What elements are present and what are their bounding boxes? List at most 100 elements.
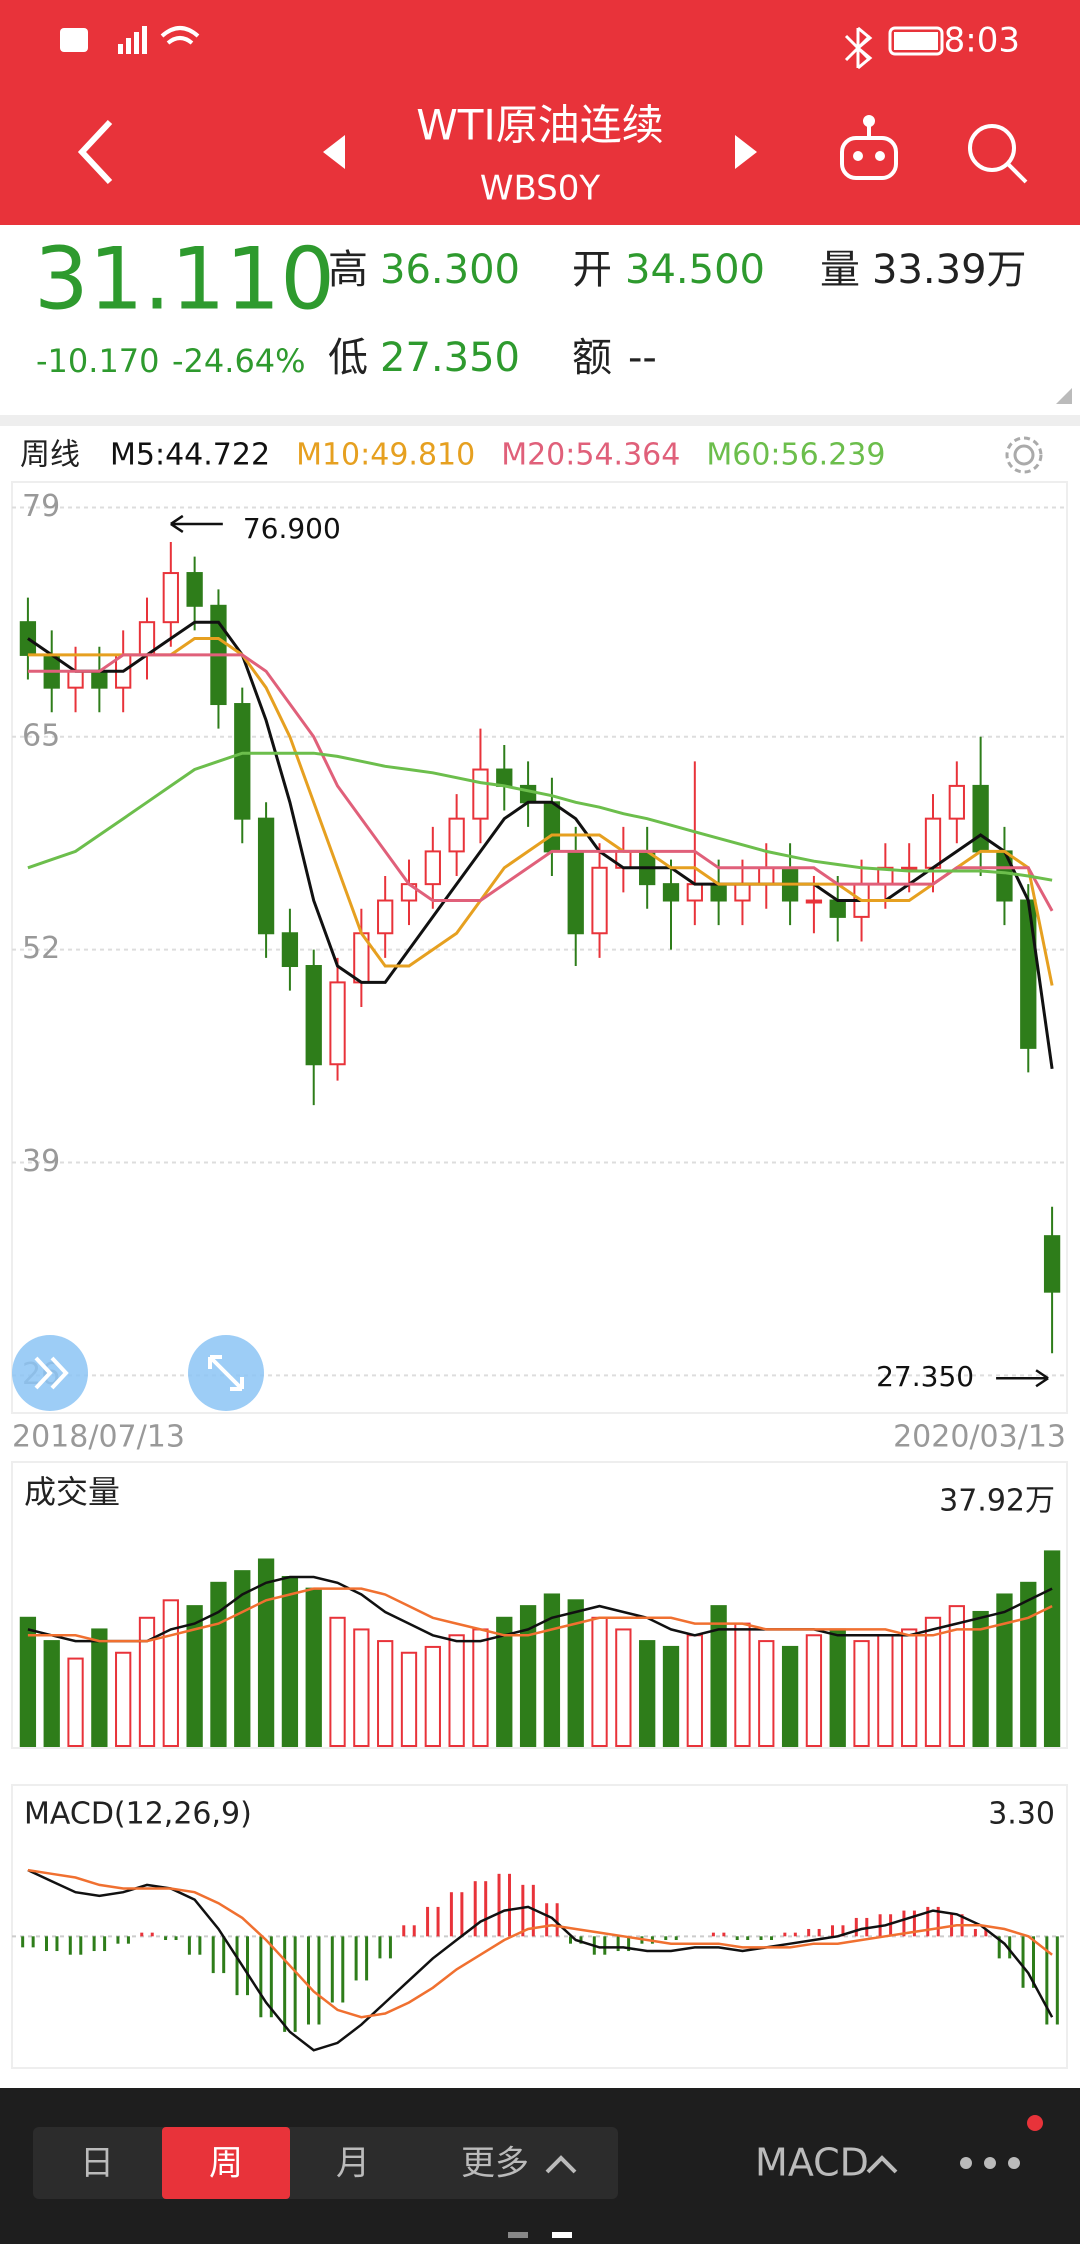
volume-bar bbox=[67, 1657, 84, 1747]
volume-ma-line bbox=[27, 1575, 1053, 1643]
candle-body bbox=[805, 899, 823, 904]
volume-bar bbox=[496, 1616, 513, 1748]
volume-bar bbox=[805, 1634, 823, 1747]
low-label: 低 bbox=[328, 335, 368, 381]
volume-bar bbox=[91, 1628, 108, 1748]
volume-bar bbox=[972, 1610, 989, 1747]
back-button[interactable] bbox=[77, 119, 113, 185]
start-date: 2018/07/13 bbox=[12, 1420, 185, 1455]
robot-button[interactable] bbox=[840, 115, 898, 180]
ma-line bbox=[27, 637, 1054, 986]
candle-body bbox=[543, 801, 561, 853]
volume-value: 33.39万 bbox=[872, 247, 1027, 293]
volume-bar bbox=[591, 1616, 608, 1748]
volume-bar bbox=[853, 1640, 870, 1748]
candle-body bbox=[305, 965, 322, 1066]
page-indicator-active bbox=[552, 2232, 572, 2238]
volume-bar bbox=[662, 1645, 680, 1747]
volume-bar bbox=[448, 1634, 465, 1747]
volume-bar bbox=[710, 1605, 727, 1747]
instrument-code: WBS0Y bbox=[480, 169, 601, 209]
price-panel bbox=[11, 481, 1068, 1414]
signal-icon bbox=[118, 26, 147, 54]
battery-level bbox=[894, 32, 938, 50]
volume-panel bbox=[11, 1461, 1068, 1749]
price-change-pct: -24.64% bbox=[172, 342, 306, 380]
candle-body bbox=[972, 784, 989, 853]
tab-day[interactable]: 日 bbox=[80, 2144, 114, 2184]
candle-body bbox=[281, 932, 299, 968]
status-time: 8:03 bbox=[944, 21, 1020, 61]
candle-body bbox=[448, 817, 465, 853]
y-tick-label: 79 bbox=[22, 489, 60, 524]
volume-title: 成交量 bbox=[24, 1473, 120, 1511]
ma-line bbox=[27, 751, 1053, 882]
candle-body bbox=[67, 670, 84, 689]
macd-panel bbox=[11, 1784, 1068, 2069]
volume-bar bbox=[329, 1616, 346, 1748]
volume-bar bbox=[829, 1628, 846, 1748]
annotation: 76.900 bbox=[243, 512, 341, 545]
volume-bar bbox=[519, 1605, 537, 1747]
volume-ma-line bbox=[27, 1587, 1053, 1643]
expand-corner[interactable] bbox=[1056, 388, 1072, 404]
volume-bar bbox=[1020, 1581, 1037, 1747]
amount-label: 额 bbox=[572, 335, 612, 381]
amount-value: -- bbox=[628, 335, 657, 381]
separator bbox=[0, 415, 1080, 426]
candle-body bbox=[1043, 1235, 1061, 1293]
candle-body bbox=[329, 981, 346, 1066]
battery-icon bbox=[888, 26, 944, 56]
macd-max: 3.30 bbox=[988, 1797, 1055, 1832]
tab-month[interactable]: 月 bbox=[336, 2144, 370, 2184]
legend-entry: M60:56.239 bbox=[706, 438, 885, 473]
tab-week[interactable]: 周 bbox=[209, 2144, 243, 2184]
macd-chart bbox=[12, 1868, 1067, 2052]
candle-body bbox=[567, 850, 584, 935]
y-tick-label: 52 bbox=[22, 931, 60, 966]
period-tabs bbox=[33, 2127, 618, 2199]
last-price: 31.110 bbox=[34, 229, 335, 329]
notification-dot bbox=[1027, 2115, 1043, 2131]
annotation: 27.350 bbox=[876, 1360, 974, 1393]
annotation-arrow bbox=[996, 1369, 1049, 1388]
ma-line bbox=[27, 620, 1054, 1070]
instrument-title: WTI原油连续 bbox=[416, 101, 664, 150]
prev-button[interactable] bbox=[323, 135, 345, 169]
indicator-button[interactable]: MACD bbox=[755, 2141, 869, 2185]
candle-body bbox=[91, 670, 108, 689]
volume-label: 量 bbox=[820, 247, 860, 293]
ma-legend: M5:44.722 M10:49.810 M20:54.364 M60:56.239 bbox=[110, 438, 885, 473]
volume-bar bbox=[781, 1645, 799, 1747]
candle-body bbox=[186, 572, 203, 607]
candle-body bbox=[686, 883, 703, 902]
search-button[interactable] bbox=[968, 124, 1028, 184]
candle-body bbox=[734, 883, 751, 902]
next-button[interactable] bbox=[735, 135, 757, 169]
volume-bar bbox=[353, 1628, 370, 1748]
volume-bar bbox=[877, 1634, 894, 1747]
candle-body bbox=[1020, 899, 1037, 1049]
volume-bar bbox=[257, 1558, 275, 1747]
volume-max: 37.92万 bbox=[939, 1484, 1055, 1519]
candle-body bbox=[662, 883, 680, 902]
tab-more[interactable]: 更多 bbox=[461, 2144, 529, 2184]
indicator-chevron bbox=[866, 2155, 898, 2174]
wifi-icon bbox=[160, 26, 200, 45]
high-label: 高 bbox=[328, 247, 368, 293]
candle-body bbox=[162, 572, 179, 624]
candle-body bbox=[948, 784, 965, 820]
settings-button[interactable] bbox=[1005, 436, 1043, 474]
candle-body bbox=[829, 899, 846, 918]
volume-bar bbox=[543, 1593, 561, 1747]
volume-chart bbox=[19, 1550, 1061, 1748]
macd-line bbox=[27, 1868, 1053, 2019]
candle-body bbox=[758, 866, 775, 886]
selected-tab bbox=[162, 2127, 290, 2199]
bluetooth-icon bbox=[844, 26, 873, 70]
volume-bar bbox=[43, 1640, 60, 1748]
menu-button[interactable] bbox=[960, 2157, 1020, 2169]
macd-title: MACD(12,26,9) bbox=[24, 1797, 252, 1832]
